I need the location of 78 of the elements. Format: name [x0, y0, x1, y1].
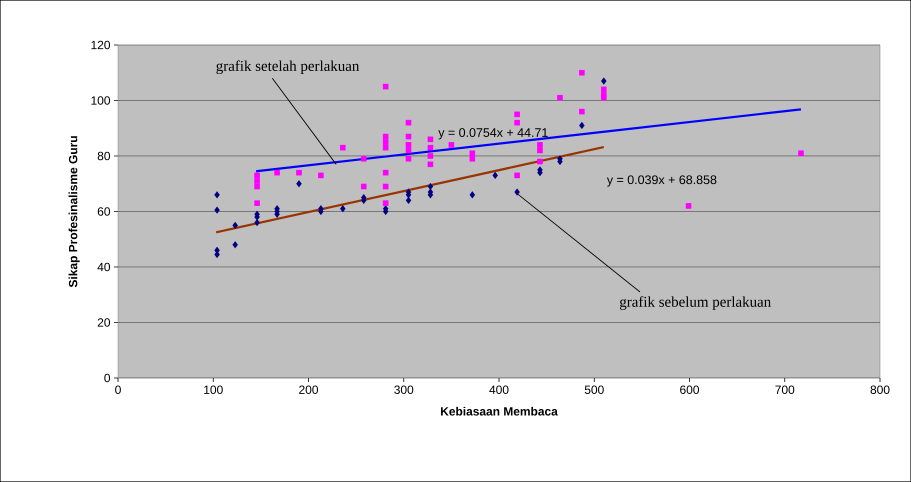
point: [382, 134, 388, 140]
y-tick-label: 40: [97, 262, 110, 272]
point: [537, 142, 543, 148]
point: [557, 94, 563, 101]
point: [579, 70, 585, 76]
point: [382, 84, 388, 90]
point: [537, 148, 543, 154]
point: [406, 196, 412, 204]
point: [514, 112, 520, 118]
point: [406, 148, 412, 154]
point: [274, 170, 280, 176]
point: [470, 150, 476, 156]
point: [254, 218, 260, 226]
point: [340, 144, 346, 150]
x-tick-label: 300: [394, 386, 414, 394]
y-tick-label: 120: [91, 40, 110, 50]
point: [254, 200, 260, 206]
y-tick-label: 20: [98, 318, 110, 327]
point: [428, 182, 434, 190]
point: [382, 200, 388, 206]
x-tick-label: 800: [870, 386, 890, 394]
point: [514, 188, 520, 196]
point: [382, 144, 388, 150]
point: [406, 134, 412, 140]
x-axis-title: Kebiasaan Membaca: [441, 406, 558, 416]
point: [448, 142, 454, 148]
point: [406, 142, 412, 148]
point: [686, 203, 692, 209]
point: [406, 120, 412, 126]
point: [600, 94, 607, 101]
point: [382, 184, 388, 190]
x-tick-label: 100: [204, 386, 223, 394]
annotation: y = 0.039x + 68.858: [606, 175, 716, 187]
point: [382, 170, 388, 176]
point: [600, 86, 607, 92]
point: [254, 172, 260, 178]
x-tick-label: 500: [584, 386, 604, 394]
point: [214, 191, 220, 198]
point: [318, 172, 324, 178]
point: [232, 241, 238, 248]
point: [254, 184, 260, 190]
point: [406, 156, 412, 162]
point: [428, 162, 434, 168]
point: [340, 205, 346, 212]
point: [514, 172, 520, 178]
x-tick-label: 0: [115, 386, 121, 394]
x-tick-label: 400: [489, 386, 509, 394]
y-axis-title: Sikap Profesinalisme Guru: [68, 136, 80, 288]
point: [428, 136, 434, 142]
point: [537, 158, 543, 164]
point: [296, 170, 302, 176]
point: [514, 120, 520, 126]
x-tick-label: 700: [775, 386, 794, 394]
point: [428, 153, 434, 159]
point: [579, 108, 585, 114]
point: [360, 156, 367, 162]
y-tick-label: 80: [98, 152, 110, 160]
annotation: grafik sebelum perlakuan: [620, 296, 771, 310]
y-tick-label: 100: [91, 96, 110, 105]
point: [579, 122, 585, 130]
annotation: y = 0.0754x + 44.71: [438, 128, 548, 140]
y-tick-label: 60: [98, 207, 110, 216]
annotation: grafik setelah perlakuan: [216, 60, 360, 74]
point: [296, 180, 302, 188]
y-tick-label: 0: [104, 374, 110, 382]
point: [232, 222, 238, 229]
point: [254, 178, 260, 184]
point: [470, 191, 476, 198]
point: [360, 184, 367, 190]
point: [601, 77, 607, 85]
point: [214, 206, 220, 214]
point: [470, 156, 476, 162]
x-tick-label: 600: [680, 386, 700, 394]
point: [798, 150, 804, 156]
x-tick-label: 200: [299, 386, 318, 394]
point: [428, 144, 434, 150]
point: [382, 139, 388, 145]
point: [492, 172, 498, 180]
